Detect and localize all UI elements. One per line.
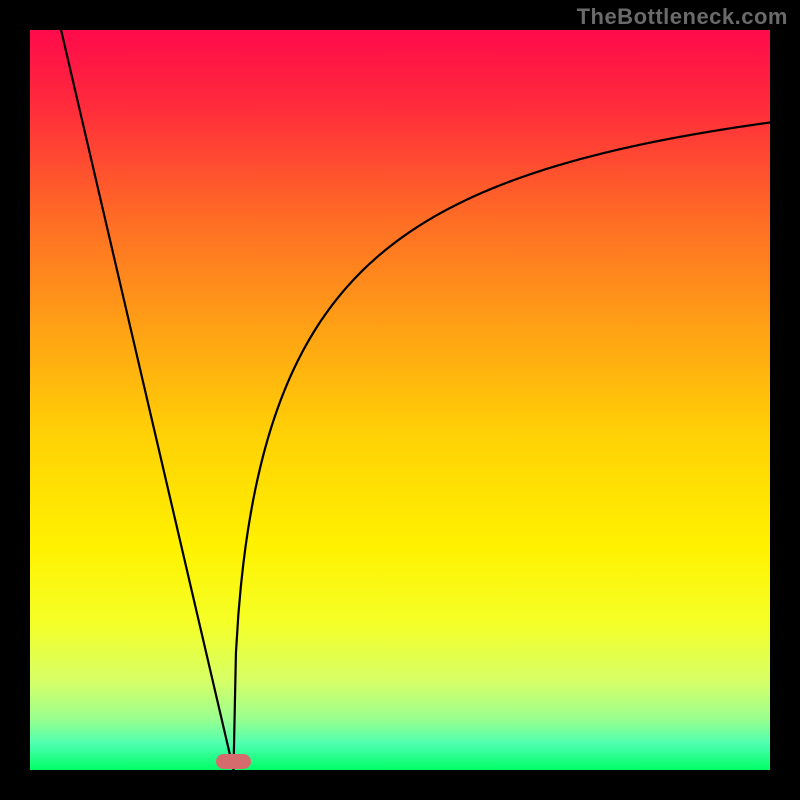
watermark-text: TheBottleneck.com xyxy=(577,4,788,30)
chart-container: TheBottleneck.com xyxy=(0,0,800,800)
bottleneck-curve-segment xyxy=(234,123,771,771)
bottleneck-curve-segment xyxy=(61,30,233,770)
curve-layer xyxy=(30,30,770,770)
bottleneck-marker xyxy=(216,754,252,769)
plot-area xyxy=(30,30,770,770)
